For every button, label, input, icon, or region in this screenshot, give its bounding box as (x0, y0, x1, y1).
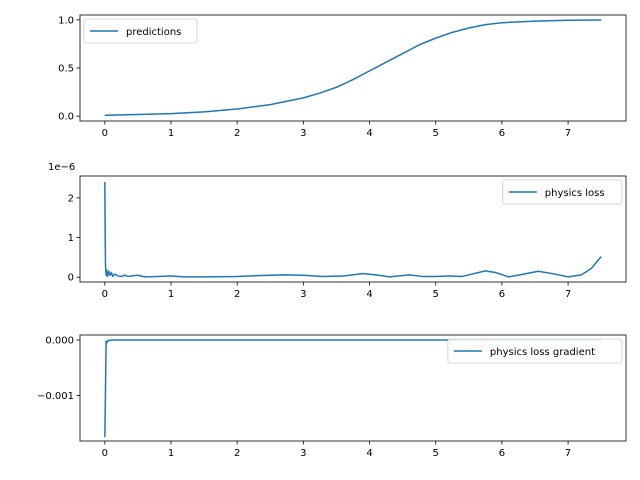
x-tick-label: 2 (234, 128, 240, 139)
x-tick-label: 3 (300, 289, 306, 300)
y-tick-label: 1.0 (58, 15, 74, 26)
x-tick-label: 6 (499, 128, 505, 139)
x-tick-label: 5 (433, 448, 439, 459)
y-tick-label: 2 (68, 193, 74, 204)
x-tick-label: 6 (499, 448, 505, 459)
x-tick-label: 7 (565, 289, 571, 300)
legend-box (502, 179, 623, 205)
x-tick-label: 1 (168, 128, 174, 139)
axes-frame (79, 334, 627, 442)
x-tick-label: 6 (499, 289, 505, 300)
x-tick-label: 4 (366, 128, 372, 139)
x-tick-label: 0 (102, 289, 108, 300)
series-line-1 (104, 181, 602, 278)
subplot-1: 0 1 2 3 4 5 6 7 0.0 0.5 1.0 predictions (58, 14, 627, 139)
y-tick-label: −0.001 (37, 391, 74, 402)
legend-label: physics loss gradient (490, 347, 595, 358)
x-tick-label: 4 (366, 448, 372, 459)
legend-label: predictions (126, 27, 181, 38)
x-tick-label: 1 (168, 289, 174, 300)
x-tick-label: 7 (565, 128, 571, 139)
x-tick-label: 3 (300, 448, 306, 459)
x-tick-label: 1 (168, 448, 174, 459)
series-line-1 (104, 19, 602, 116)
subplot-3: 0 1 2 3 4 5 6 7 0.000 −0.001 physics loss gradient (37, 334, 627, 459)
legend-box (447, 338, 623, 364)
legend-box (83, 18, 198, 44)
y-tick-label: 0.5 (58, 64, 74, 75)
x-tick-label: 7 (565, 448, 571, 459)
y-tick-label: 1 (68, 233, 74, 244)
x-tick-label: 5 (433, 289, 439, 300)
x-tick-label: 2 (234, 289, 240, 300)
x-tick-label: 2 (234, 448, 240, 459)
x-tick-label: 4 (366, 289, 372, 300)
legend-label: physics loss (545, 188, 605, 199)
x-tick-label: 5 (433, 128, 439, 139)
x-tick-label: 0 (102, 448, 108, 459)
x-tick-label: 3 (300, 128, 306, 139)
subplot-2: 0 1 2 3 4 5 6 7 0 1 2 1e−6 physics loss (48, 162, 627, 300)
y-tick-label: 0.000 (45, 335, 74, 346)
y-offset-label: 1e−6 (48, 162, 75, 173)
y-tick-label: 0 (68, 273, 74, 284)
x-tick-label: 0 (102, 128, 108, 139)
axes-frame (79, 175, 627, 283)
y-tick-label: 0.0 (58, 112, 74, 123)
